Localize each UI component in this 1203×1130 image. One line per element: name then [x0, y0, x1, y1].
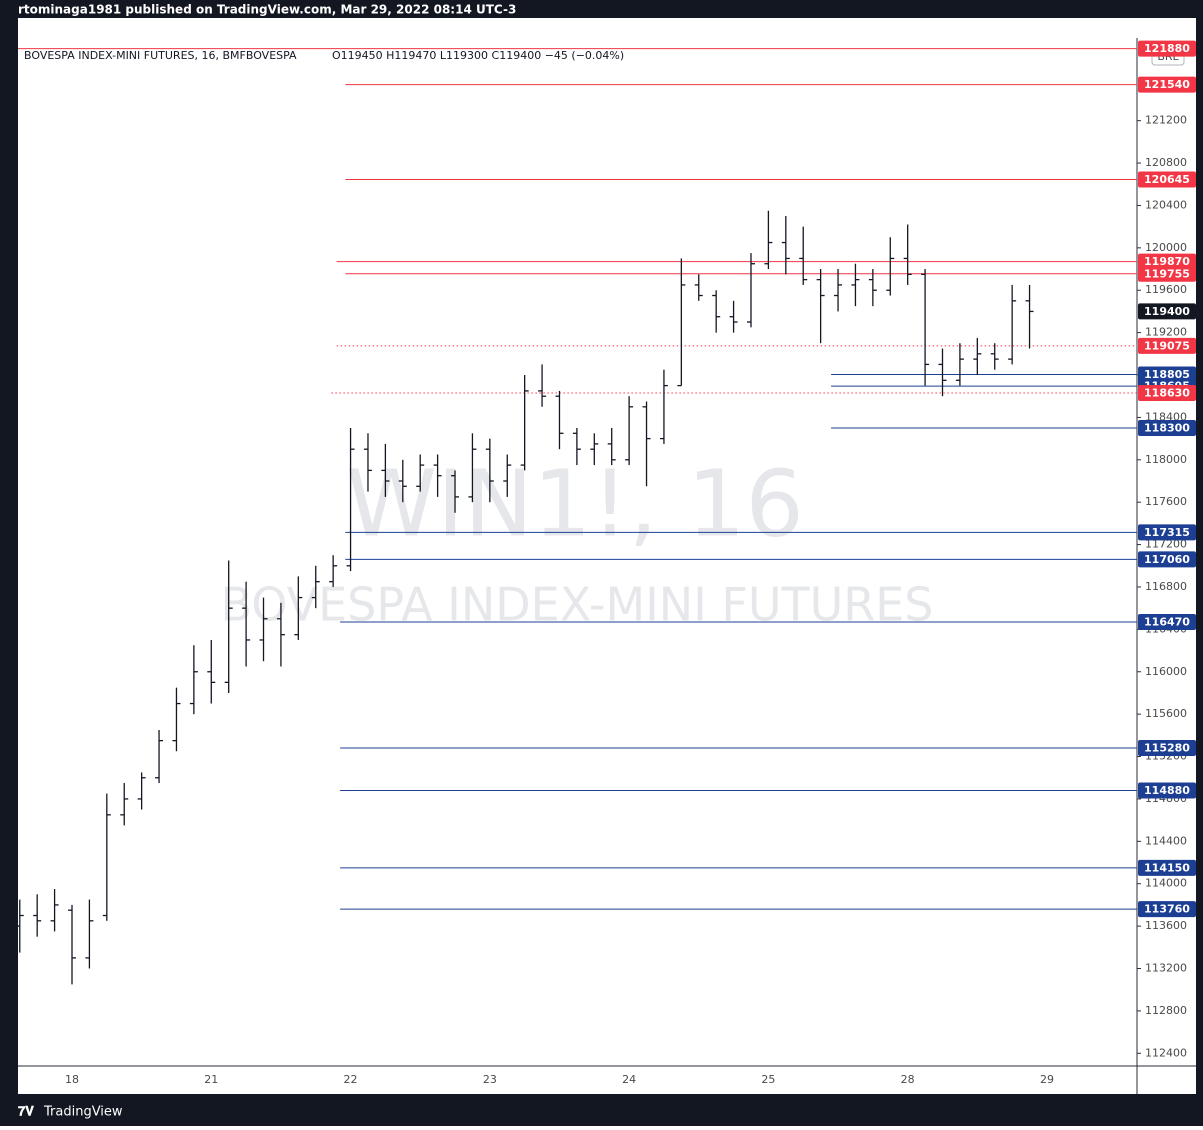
footer: [0, 1094, 1203, 1126]
y-tick-label: 120800: [1145, 156, 1187, 169]
price-badge-label: 115280: [1144, 742, 1190, 755]
y-tick-label: 117200: [1145, 538, 1187, 551]
price-badge: [1138, 901, 1196, 918]
y-tick-label: 118000: [1145, 453, 1187, 466]
brand-mark: 𝟕𝐕: [18, 1105, 34, 1120]
price-badge-label: 117315: [1144, 526, 1190, 539]
x-tick-label: 24: [622, 1073, 636, 1086]
y-tick-label: 116800: [1145, 580, 1187, 593]
price-badge: [1138, 420, 1196, 437]
symbol-line: BOVESPA INDEX-MINI FUTURES, 16, BMFBOVES…: [24, 49, 297, 62]
y-tick-label: 117600: [1145, 495, 1187, 508]
y-tick-label: 113200: [1145, 961, 1187, 974]
price-badge: [1138, 551, 1196, 568]
top-bar: [0, 0, 1203, 18]
price-badge: [1138, 253, 1196, 270]
price-badge: [1138, 859, 1196, 876]
price-badge-label: 117060: [1144, 553, 1190, 566]
y-tick-label: 115600: [1145, 707, 1187, 720]
price-badge: [1138, 337, 1196, 354]
price-badge-label: 121540: [1144, 78, 1190, 91]
y-tick-label: 121200: [1145, 114, 1187, 127]
x-tick-label: 29: [1040, 1073, 1054, 1086]
price-badge: [1138, 385, 1196, 402]
price-axis: 112400 112800 113200 113600 114000 114400 1148…: [65, 40, 1196, 1086]
price-badge: [1138, 303, 1196, 320]
price-badge-label: 113760: [1144, 903, 1190, 916]
x-tick-label: 18: [65, 1073, 79, 1086]
price-badge: [1138, 171, 1196, 188]
y-tick-label: 120400: [1145, 198, 1187, 211]
y-tick-label: 114000: [1145, 877, 1187, 890]
price-badge: [1138, 782, 1196, 799]
x-tick-label: 25: [761, 1073, 775, 1086]
ohlc-line: O119450 H119470 L119300 C119400 −45 (−0.…: [332, 49, 624, 62]
price-badge-label: 120645: [1144, 173, 1190, 186]
price-badge-label: 119400: [1144, 305, 1190, 318]
y-tick-label: 112400: [1145, 1046, 1187, 1059]
price-badge-label: 119075: [1144, 339, 1190, 352]
price-badge-label: 118300: [1144, 422, 1190, 435]
price-badge: [1138, 40, 1196, 57]
x-tick-label: 22: [344, 1073, 358, 1086]
price-badge-label: 116470: [1144, 615, 1190, 628]
publisher-line: rtominaga1981 published on TradingView.c…: [18, 3, 516, 17]
price-badge: [1138, 265, 1196, 282]
y-tick-label: 119600: [1145, 283, 1187, 296]
price-badge-label: 121880: [1144, 42, 1190, 55]
y-tick-label: 112800: [1145, 1004, 1187, 1017]
price-badge-label: 114150: [1144, 861, 1190, 874]
price-badge-label: 114880: [1144, 784, 1190, 797]
left-frame: [0, 18, 18, 1098]
price-badge-label: 118630: [1144, 387, 1190, 400]
x-tick-label: 21: [204, 1073, 218, 1086]
price-badge: [1138, 524, 1196, 541]
price-badge-label: 119870: [1144, 255, 1190, 268]
y-tick-label: 116000: [1145, 665, 1187, 678]
y-tick-label: 120000: [1145, 241, 1187, 254]
y-tick-label: 119200: [1145, 326, 1187, 339]
watermark-name: BOVESPA INDEX-MINI FUTURES: [220, 578, 933, 632]
y-tick-label: 114400: [1145, 834, 1187, 847]
price-badge: [1138, 740, 1196, 757]
watermark-symbol: WIN1!, 16: [346, 450, 804, 557]
x-tick-label: 28: [901, 1073, 915, 1086]
right-frame: [1196, 18, 1203, 1098]
y-tick-label: 113600: [1145, 919, 1187, 932]
price-badge-label: 118805: [1144, 368, 1190, 381]
price-badge: [1138, 76, 1196, 93]
price-badge-label: 119755: [1144, 267, 1190, 280]
x-tick-label: 23: [483, 1073, 497, 1086]
price-badge: [1138, 613, 1196, 630]
plot: [15, 48, 1137, 985]
brand: TradingView: [43, 1105, 123, 1120]
